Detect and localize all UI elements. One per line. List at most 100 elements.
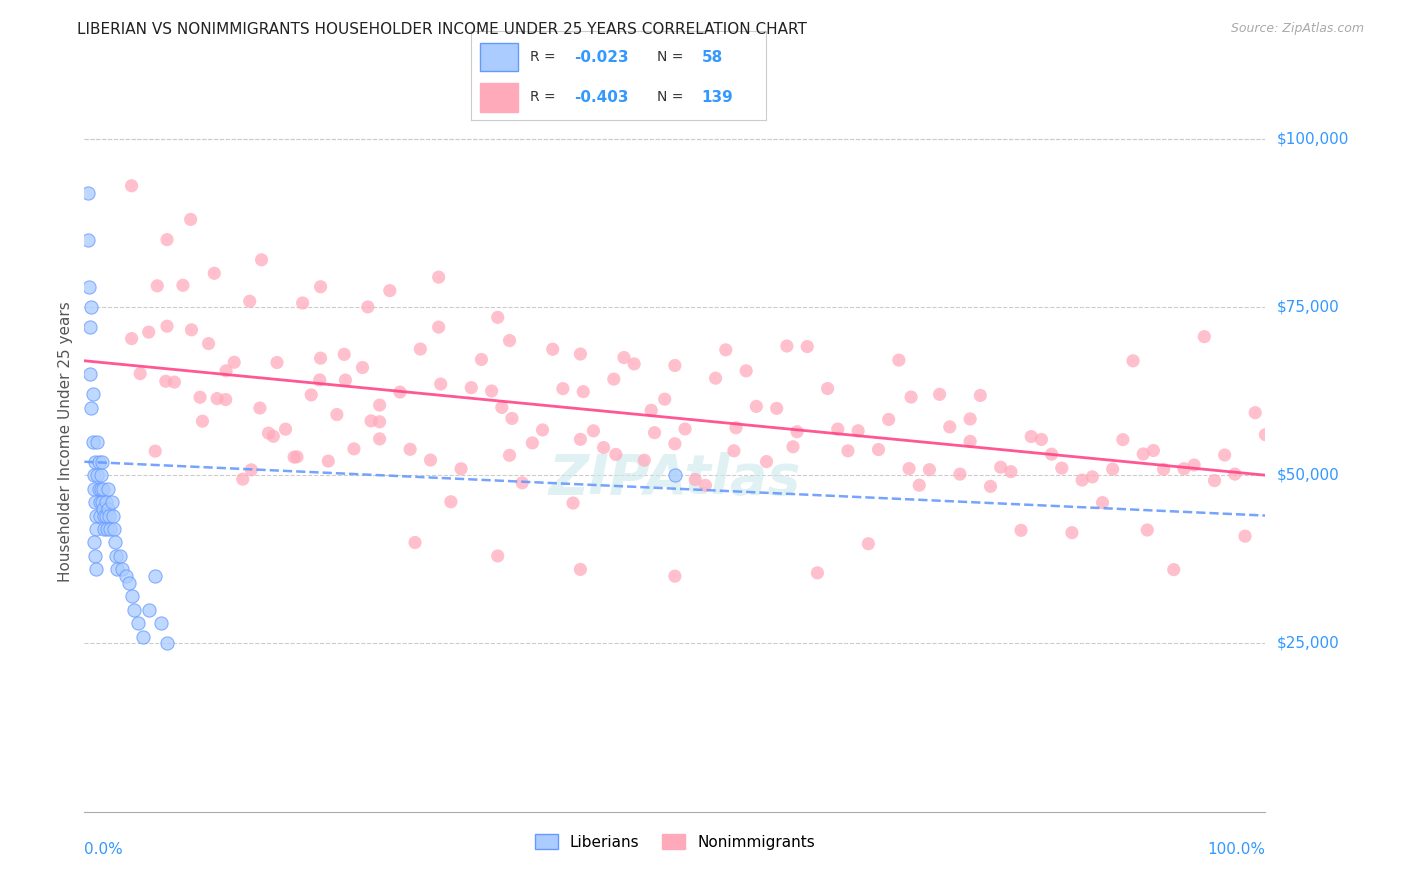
- Point: [84, 508, 107, 523]
- Point: [94, 495, 117, 509]
- Point: [562, 496, 585, 510]
- Point: [205, 392, 228, 406]
- Point: [352, 360, 374, 375]
- Point: [378, 284, 401, 298]
- Point: [582, 424, 605, 438]
- Point: [122, 603, 145, 617]
- Point: [1153, 462, 1175, 476]
- Point: [335, 373, 357, 387]
- Text: $100,000: $100,000: [1277, 131, 1348, 146]
- Point: [89, 508, 111, 523]
- Point: [249, 401, 271, 415]
- Point: [143, 444, 166, 458]
- Point: [87, 455, 110, 469]
- Text: Source: ZipAtlas.com: Source: ZipAtlas.com: [1230, 22, 1364, 36]
- Point: [240, 463, 263, 477]
- Point: [138, 603, 160, 617]
- Point: [202, 266, 225, 280]
- Point: [91, 501, 114, 516]
- Point: [673, 422, 696, 436]
- Point: [121, 332, 143, 346]
- Text: 139: 139: [702, 90, 733, 104]
- Point: [111, 562, 134, 576]
- Point: [939, 420, 962, 434]
- Point: [262, 429, 284, 443]
- Point: [949, 467, 972, 482]
- Point: [551, 382, 574, 396]
- Point: [257, 426, 280, 441]
- Point: [723, 443, 745, 458]
- Point: [735, 364, 758, 378]
- Point: [146, 278, 169, 293]
- Point: [541, 343, 564, 357]
- Point: [1182, 458, 1205, 472]
- Point: [104, 535, 127, 549]
- Point: [91, 455, 114, 469]
- Point: [285, 450, 308, 464]
- Point: [83, 468, 105, 483]
- Point: [368, 432, 391, 446]
- Point: [84, 495, 107, 509]
- Point: [360, 414, 382, 428]
- Point: [132, 630, 155, 644]
- Point: [786, 425, 808, 439]
- Point: [274, 422, 297, 436]
- Point: [409, 342, 432, 356]
- Point: [100, 495, 122, 509]
- Point: [1204, 474, 1226, 488]
- Point: [486, 310, 509, 325]
- Point: [664, 437, 686, 451]
- Point: [86, 468, 108, 483]
- Point: [97, 501, 120, 516]
- Point: [80, 401, 103, 415]
- Point: [817, 382, 839, 396]
- Point: [239, 294, 262, 309]
- Text: $75,000: $75,000: [1277, 300, 1340, 314]
- Point: [86, 434, 108, 449]
- Point: [1173, 461, 1195, 475]
- Point: [1234, 529, 1257, 543]
- Point: [498, 448, 520, 462]
- Point: [979, 479, 1001, 493]
- Legend: Liberians, Nonimmigrants: Liberians, Nonimmigrants: [529, 828, 821, 856]
- Point: [180, 212, 202, 227]
- Point: [94, 508, 117, 523]
- Point: [1031, 433, 1053, 447]
- Point: [91, 495, 114, 509]
- Point: [1163, 563, 1185, 577]
- Text: N =: N =: [657, 50, 688, 64]
- Point: [155, 374, 177, 388]
- Point: [127, 616, 149, 631]
- Point: [399, 442, 422, 457]
- Point: [572, 384, 595, 399]
- Point: [283, 450, 305, 464]
- Point: [510, 475, 533, 490]
- Point: [714, 343, 737, 357]
- Point: [531, 423, 554, 437]
- Point: [827, 422, 849, 436]
- Point: [858, 537, 880, 551]
- Point: [388, 385, 411, 400]
- Point: [98, 508, 121, 523]
- Text: $50,000: $50,000: [1277, 467, 1340, 483]
- Point: [664, 569, 686, 583]
- Point: [343, 442, 366, 456]
- Point: [745, 400, 768, 414]
- Point: [1050, 461, 1073, 475]
- Text: R =: R =: [530, 50, 560, 64]
- Point: [928, 387, 950, 401]
- Point: [969, 388, 991, 402]
- Point: [460, 381, 482, 395]
- Point: [103, 522, 125, 536]
- Point: [918, 463, 941, 477]
- Point: [172, 278, 194, 293]
- Text: R =: R =: [530, 90, 560, 104]
- Point: [1223, 467, 1246, 482]
- Point: [333, 347, 356, 361]
- Y-axis label: Householder Income Under 25 years: Householder Income Under 25 years: [58, 301, 73, 582]
- Point: [197, 336, 219, 351]
- Point: [121, 590, 143, 604]
- Point: [318, 454, 340, 468]
- Point: [704, 371, 727, 385]
- Point: [846, 424, 869, 438]
